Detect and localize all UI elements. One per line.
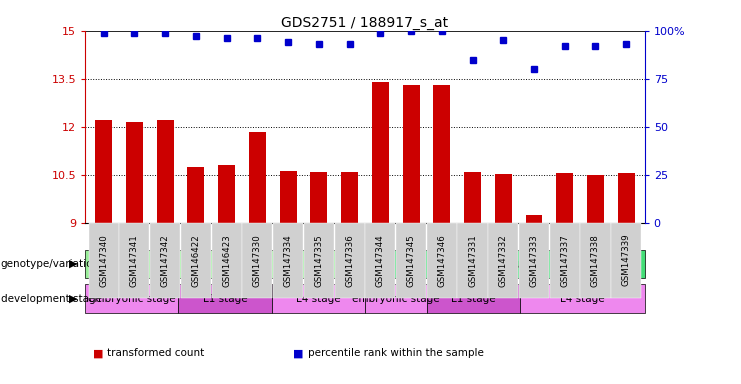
Bar	[464, 172, 481, 223]
Text: ▶: ▶	[70, 259, 78, 269]
Text: transformed count: transformed count	[107, 348, 205, 358]
Text: GSM147337: GSM147337	[560, 234, 569, 286]
Text: GSM147332: GSM147332	[499, 234, 508, 286]
Bar	[156, 120, 173, 223]
Text: ■: ■	[293, 348, 303, 358]
Text: GSM147340: GSM147340	[99, 234, 108, 286]
Bar	[365, 250, 645, 278]
Bar	[495, 174, 512, 223]
Text: GSM147344: GSM147344	[376, 234, 385, 286]
Text: GSM147333: GSM147333	[530, 234, 539, 286]
Bar	[341, 172, 358, 223]
Text: GSM147334: GSM147334	[284, 234, 293, 286]
Text: GSM147330: GSM147330	[253, 234, 262, 286]
Text: GSM147338: GSM147338	[591, 234, 600, 286]
Text: L4 stage: L4 stage	[296, 293, 341, 304]
Text: wild type: wild type	[198, 258, 252, 270]
Text: ▶: ▶	[70, 293, 78, 304]
Bar	[618, 173, 635, 223]
Text: embryonic stage: embryonic stage	[352, 293, 440, 304]
Bar	[520, 284, 645, 313]
Bar	[556, 173, 574, 223]
Text: GSM147336: GSM147336	[345, 234, 354, 286]
Text: GSM147335: GSM147335	[314, 234, 323, 286]
Text: development stage: development stage	[1, 293, 102, 304]
Text: GSM147341: GSM147341	[130, 234, 139, 286]
Bar	[402, 85, 419, 223]
Text: GSM147345: GSM147345	[407, 234, 416, 286]
Text: L1 stage: L1 stage	[451, 293, 496, 304]
Text: GSM146422: GSM146422	[191, 234, 200, 286]
Text: L4 stage: L4 stage	[560, 293, 605, 304]
Text: GSM147331: GSM147331	[468, 234, 477, 286]
Text: genotype/variation: genotype/variation	[1, 259, 100, 269]
Text: GSM146423: GSM146423	[222, 234, 231, 286]
Bar	[95, 120, 112, 223]
Text: L1 stage: L1 stage	[203, 293, 247, 304]
Text: GSM147342: GSM147342	[161, 234, 170, 286]
Text: percentile rank within the sample: percentile rank within the sample	[308, 348, 483, 358]
Bar	[433, 85, 451, 223]
Bar	[310, 172, 328, 223]
Bar	[85, 284, 179, 313]
Bar	[126, 122, 143, 223]
Bar	[587, 175, 604, 223]
Bar	[85, 250, 365, 278]
Bar	[272, 284, 365, 313]
Text: lin-35 mutant: lin-35 mutant	[465, 258, 545, 270]
Bar	[218, 165, 235, 223]
Text: ■: ■	[93, 348, 103, 358]
Bar	[279, 171, 296, 223]
Bar	[372, 82, 389, 223]
Bar	[525, 215, 542, 223]
Bar	[427, 284, 520, 313]
Text: GSM147346: GSM147346	[437, 234, 446, 286]
Text: GSM147339: GSM147339	[622, 234, 631, 286]
Title: GDS2751 / 188917_s_at: GDS2751 / 188917_s_at	[282, 16, 448, 30]
Bar	[365, 284, 427, 313]
Text: embryonic stage: embryonic stage	[88, 293, 176, 304]
Bar	[179, 284, 272, 313]
Bar	[187, 167, 205, 223]
Bar	[249, 132, 266, 223]
